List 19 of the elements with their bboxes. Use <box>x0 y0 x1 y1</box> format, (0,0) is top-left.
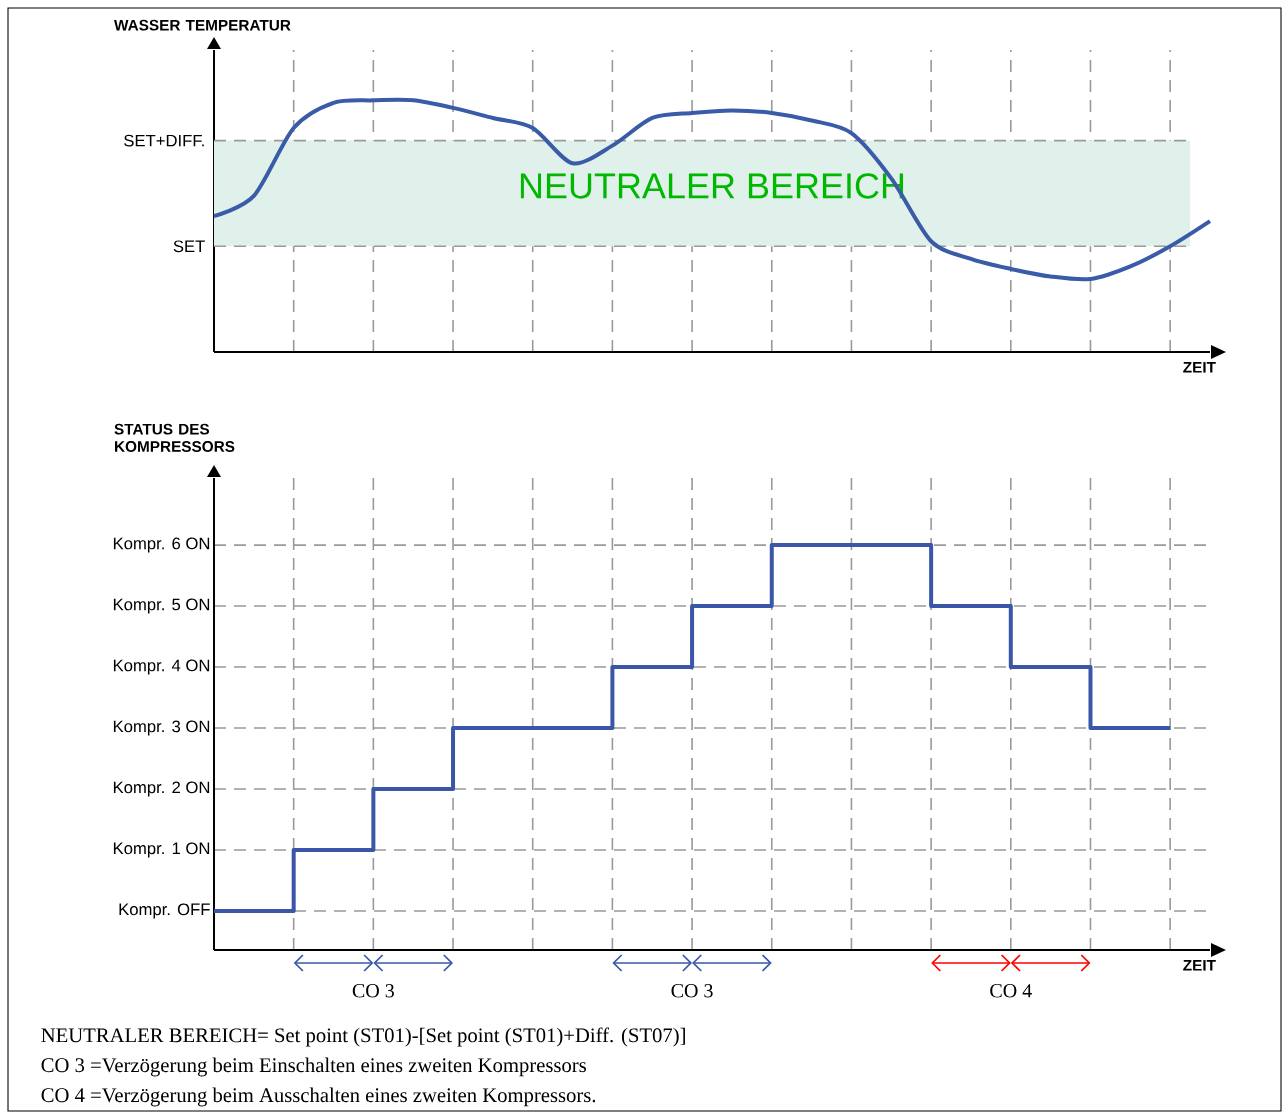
y-tick-label: Kompr. 5 ON <box>113 598 210 614</box>
ref-line-label: SET+DIFF. <box>124 134 204 147</box>
text: NEUTRALER BEREICH= Set point (ST01)-[Set point (ST01)+Diff. (ST07)] <box>41 1027 685 1047</box>
y-tick-label: Kompr. 6 ON <box>113 537 210 553</box>
x-axis-title: ZEIT <box>1183 960 1216 971</box>
ref-line-label: SET <box>173 240 205 253</box>
text: CO 4 =Verzögerung beim Ausschalten eines zweiten Kompressors. <box>41 1087 596 1107</box>
y-axis-title: STATUS DES KOMPRESSORS <box>114 423 235 452</box>
y-axis-title: WASSER TEMPERATUR <box>114 19 291 31</box>
text: CO 4 <box>990 984 1032 998</box>
y-tick-label: Kompr. 2 ON <box>113 781 210 797</box>
text: CO 3 =Verzögerung beim Einschalten eines zweiten Kompressors <box>41 1057 586 1077</box>
y-tick-label: Kompr. OFF <box>119 903 210 919</box>
text: CO 3 <box>671 984 713 998</box>
x-axis-title: ZEIT <box>1183 362 1216 373</box>
y-tick-label: Kompr. 3 ON <box>113 720 210 736</box>
y-tick-label: Kompr. 4 ON <box>113 659 210 675</box>
y-tick-label: Kompr. 1 ON <box>113 842 210 858</box>
text: CO 3 <box>352 984 394 998</box>
